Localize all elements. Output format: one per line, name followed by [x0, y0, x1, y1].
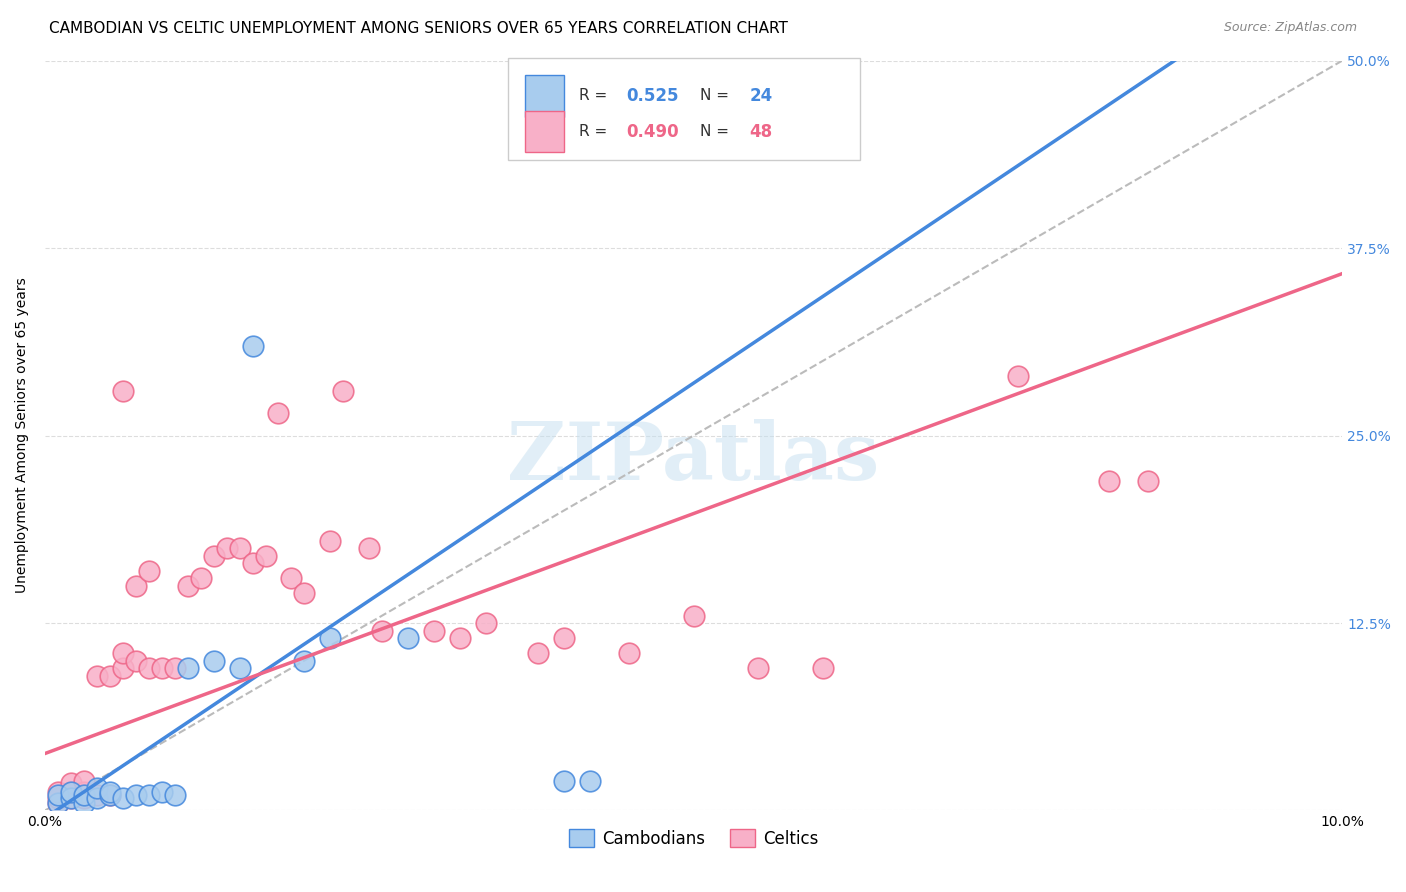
Point [475, 615, 498, 630]
Point [423, 624, 446, 638]
Text: R =: R = [579, 124, 613, 139]
Text: 0.525: 0.525 [626, 87, 679, 105]
FancyBboxPatch shape [524, 112, 564, 153]
Point [280, 571, 302, 585]
Point [111, 661, 134, 675]
Point [319, 631, 342, 645]
Point [138, 661, 160, 675]
Point [190, 571, 212, 585]
Point [59, 791, 82, 805]
Text: 48: 48 [749, 123, 772, 141]
Point [1098, 474, 1121, 488]
Point [138, 789, 160, 803]
Point [202, 549, 225, 563]
Point [150, 661, 173, 675]
Point [813, 661, 835, 675]
Point [553, 773, 575, 788]
Point [359, 541, 381, 555]
Point [176, 578, 198, 592]
Point [682, 608, 704, 623]
Point [46, 796, 69, 810]
Point [319, 533, 342, 548]
Point [242, 338, 264, 352]
Point [111, 646, 134, 660]
Text: 0.490: 0.490 [626, 123, 679, 141]
Point [46, 789, 69, 803]
Text: ZIPatlas: ZIPatlas [508, 419, 880, 497]
Point [98, 668, 121, 682]
Point [1007, 368, 1029, 383]
Text: N =: N = [700, 124, 734, 139]
Point [254, 549, 277, 563]
Point [125, 789, 148, 803]
Point [579, 773, 602, 788]
Point [332, 384, 354, 398]
Legend: Cambodians, Celtics: Cambodians, Celtics [562, 822, 825, 855]
Point [228, 661, 250, 675]
Point [98, 789, 121, 803]
Point [163, 661, 186, 675]
Point [553, 631, 575, 645]
Point [125, 578, 148, 592]
Point [150, 785, 173, 799]
Point [59, 776, 82, 790]
Point [73, 789, 96, 803]
Point [267, 406, 290, 420]
FancyBboxPatch shape [508, 58, 859, 161]
Point [46, 796, 69, 810]
Point [46, 791, 69, 805]
Point [202, 653, 225, 667]
Point [163, 789, 186, 803]
Point [86, 789, 108, 803]
Point [59, 785, 82, 799]
Point [1136, 474, 1159, 488]
Point [617, 646, 640, 660]
Point [98, 785, 121, 799]
Point [73, 773, 96, 788]
Point [138, 564, 160, 578]
Point [73, 785, 96, 799]
Point [125, 653, 148, 667]
Point [449, 631, 471, 645]
Point [747, 661, 769, 675]
Point [59, 791, 82, 805]
Point [294, 653, 316, 667]
Point [86, 791, 108, 805]
Point [396, 631, 419, 645]
Point [73, 796, 96, 810]
Point [86, 780, 108, 795]
Point [371, 624, 394, 638]
Point [46, 785, 69, 799]
Text: CAMBODIAN VS CELTIC UNEMPLOYMENT AMONG SENIORS OVER 65 YEARS CORRELATION CHART: CAMBODIAN VS CELTIC UNEMPLOYMENT AMONG S… [49, 21, 789, 37]
Text: N =: N = [700, 88, 734, 103]
Point [527, 646, 550, 660]
Point [242, 556, 264, 570]
Text: 24: 24 [749, 87, 773, 105]
Point [294, 586, 316, 600]
Point [176, 661, 198, 675]
Y-axis label: Unemployment Among Seniors over 65 years: Unemployment Among Seniors over 65 years [15, 277, 30, 593]
Text: Source: ZipAtlas.com: Source: ZipAtlas.com [1223, 21, 1357, 35]
Point [98, 789, 121, 803]
Point [111, 791, 134, 805]
Point [228, 541, 250, 555]
Text: R =: R = [579, 88, 613, 103]
Point [73, 791, 96, 805]
Point [111, 384, 134, 398]
Point [86, 668, 108, 682]
Point [215, 541, 238, 555]
Point [59, 785, 82, 799]
FancyBboxPatch shape [524, 75, 564, 117]
